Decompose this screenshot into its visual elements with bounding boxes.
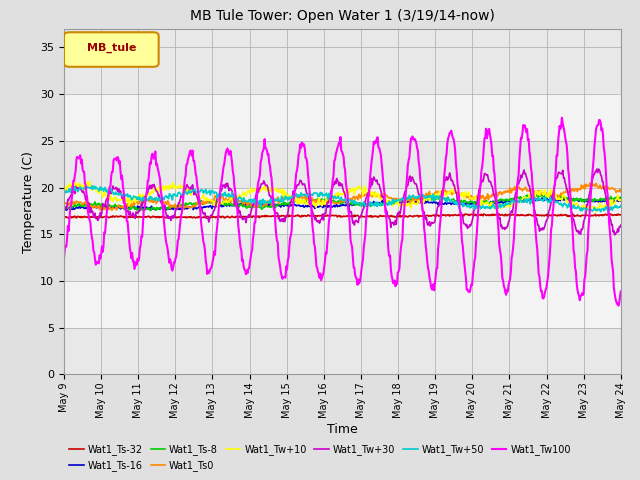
Wat1_Tw+50: [617, 203, 625, 208]
Wat1_Ts-8: [70, 203, 78, 209]
Wat1_Tw+50: [597, 209, 605, 215]
Wat1_Ts-16: [185, 204, 193, 210]
Wat1_Ts-32: [60, 215, 68, 220]
Wat1_Tw100: [184, 156, 192, 162]
Wat1_Tw+30: [70, 187, 78, 193]
Wat1_Ts-8: [127, 205, 135, 211]
Wat1_Tw+50: [428, 193, 435, 199]
Wat1_Tw+30: [184, 184, 192, 190]
Wat1_Ts-32: [428, 213, 435, 219]
Wat1_Tw+50: [70, 188, 78, 193]
Wat1_Tw+50: [214, 192, 222, 197]
Wat1_Tw+50: [411, 195, 419, 201]
Wat1_Ts0: [586, 180, 594, 186]
Wat1_Tw+30: [426, 223, 434, 229]
Wat1_Tw+50: [185, 188, 193, 193]
Wat1_Ts0: [128, 200, 136, 206]
Wat1_Tw100: [614, 303, 622, 309]
Wat1_Ts-8: [185, 201, 193, 207]
Line: Wat1_Ts0: Wat1_Ts0: [64, 183, 621, 210]
Wat1_Tw100: [426, 278, 434, 284]
Wat1_Ts-32: [70, 214, 78, 219]
Title: MB Tule Tower: Open Water 1 (3/19/14-now): MB Tule Tower: Open Water 1 (3/19/14-now…: [190, 10, 495, 24]
X-axis label: Time: Time: [327, 423, 358, 436]
Wat1_Tw+30: [611, 232, 618, 238]
Wat1_Ts-16: [543, 195, 550, 201]
Wat1_Ts0: [214, 197, 222, 203]
Wat1_Ts-32: [214, 215, 222, 221]
Wat1_Ts-16: [617, 198, 625, 204]
Wat1_Ts-8: [60, 205, 68, 211]
Wat1_Tw+10: [214, 202, 222, 208]
Line: Wat1_Ts-32: Wat1_Ts-32: [64, 214, 621, 218]
Wat1_Ts0: [428, 192, 435, 198]
Wat1_Tw+10: [592, 209, 600, 215]
Bar: [64, 188, 621, 234]
Wat1_Tw+10: [83, 179, 91, 185]
Wat1_Tw+10: [70, 184, 78, 190]
Text: MB_tule: MB_tule: [86, 43, 136, 53]
Wat1_Ts-16: [71, 206, 79, 212]
Line: Wat1_Ts-16: Wat1_Ts-16: [64, 198, 621, 210]
Wat1_Ts-16: [60, 207, 68, 213]
Wat1_Ts-32: [411, 213, 419, 219]
Wat1_Ts0: [411, 195, 419, 201]
Wat1_Ts-8: [617, 194, 625, 200]
Wat1_Tw+30: [617, 222, 625, 228]
Line: Wat1_Ts-8: Wat1_Ts-8: [64, 194, 621, 211]
Wat1_Ts-32: [185, 214, 193, 220]
Wat1_Ts-32: [617, 212, 625, 217]
Wat1_Ts-16: [214, 204, 222, 209]
Wat1_Tw+30: [214, 195, 221, 201]
Wat1_Ts-16: [128, 204, 136, 210]
Line: Wat1_Tw+30: Wat1_Tw+30: [64, 169, 621, 235]
Wat1_Tw+10: [60, 188, 68, 194]
Wat1_Ts-32: [127, 214, 135, 220]
Wat1_Tw+50: [128, 196, 136, 202]
Wat1_Ts-16: [63, 207, 70, 213]
Line: Wat1_Tw+10: Wat1_Tw+10: [64, 182, 621, 212]
Wat1_Tw100: [617, 288, 625, 294]
Y-axis label: Temperature (C): Temperature (C): [22, 151, 35, 252]
Wat1_Tw100: [214, 223, 221, 228]
Wat1_Tw+50: [88, 183, 96, 189]
Wat1_Tw+30: [60, 206, 68, 212]
Wat1_Ts0: [185, 204, 193, 210]
Wat1_Tw+10: [617, 197, 625, 203]
Wat1_Ts-8: [529, 191, 537, 197]
Wat1_Tw100: [558, 115, 566, 120]
Wat1_Tw+30: [410, 179, 418, 185]
Line: Wat1_Tw100: Wat1_Tw100: [64, 118, 621, 306]
Wat1_Tw+10: [185, 191, 193, 196]
Wat1_Ts0: [60, 199, 68, 205]
Legend: Wat1_Ts-32, Wat1_Ts-16, Wat1_Ts-8, Wat1_Ts0, Wat1_Tw+10, Wat1_Tw+30, Wat1_Tw+50,: Wat1_Ts-32, Wat1_Ts-16, Wat1_Ts-8, Wat1_…: [65, 441, 575, 475]
Wat1_Tw+50: [60, 192, 68, 197]
Wat1_Ts-8: [134, 208, 141, 214]
Wat1_Tw+10: [128, 200, 136, 206]
Line: Wat1_Tw+50: Wat1_Tw+50: [64, 186, 621, 212]
Wat1_Tw100: [60, 255, 68, 261]
Wat1_Ts-8: [214, 200, 222, 206]
Bar: [64, 281, 621, 328]
Bar: [64, 94, 621, 141]
Wat1_Ts0: [108, 207, 116, 213]
Wat1_Ts-16: [428, 199, 435, 205]
Wat1_Tw100: [70, 178, 78, 184]
Wat1_Ts-32: [168, 216, 175, 221]
Wat1_Tw100: [410, 137, 418, 143]
Wat1_Tw100: [127, 255, 135, 261]
Wat1_Ts0: [70, 201, 78, 206]
Wat1_Ts-32: [606, 211, 614, 217]
Wat1_Ts-16: [411, 200, 419, 205]
Wat1_Tw+10: [428, 192, 435, 198]
FancyBboxPatch shape: [64, 32, 159, 67]
Wat1_Ts0: [617, 189, 625, 194]
Wat1_Tw+10: [411, 201, 419, 206]
Wat1_Ts-8: [411, 195, 419, 201]
Wat1_Ts-8: [428, 196, 435, 202]
Wat1_Tw+30: [127, 214, 135, 219]
Wat1_Tw+30: [595, 166, 602, 172]
